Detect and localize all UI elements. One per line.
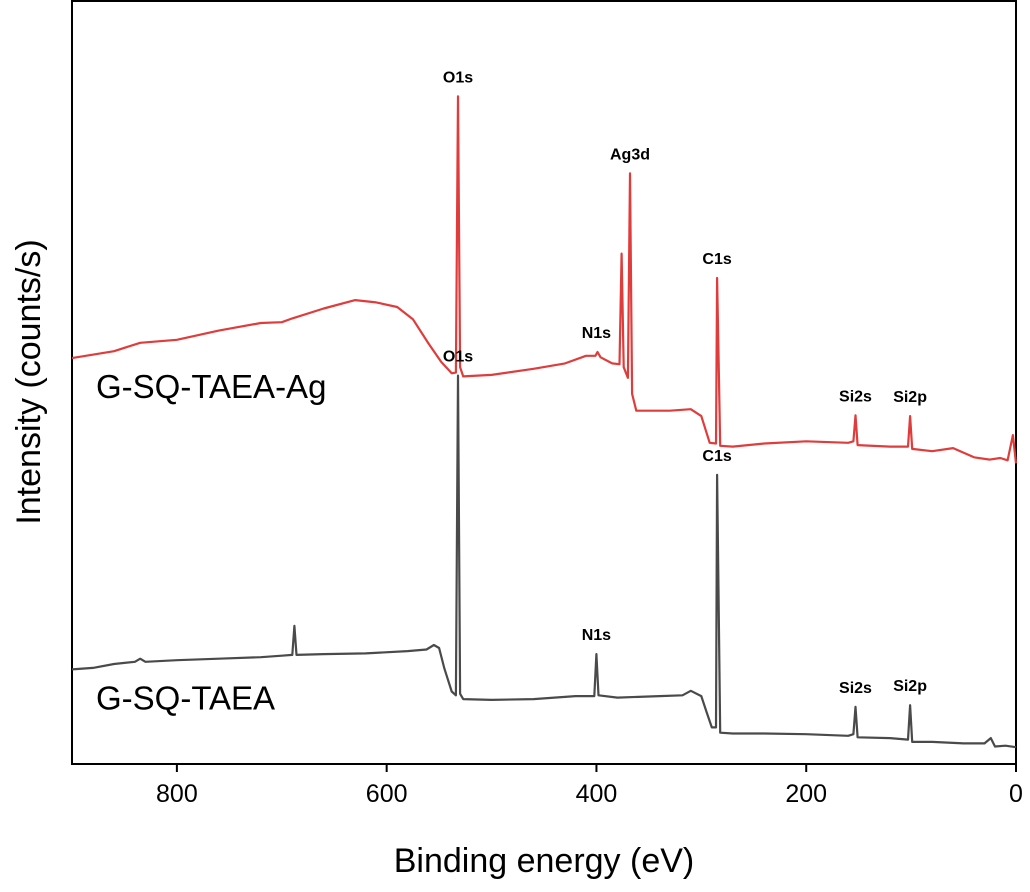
peak-label-o1s-0: O1s [443,69,473,86]
peak-label-n1s-1: N1s [582,627,611,644]
peak-label-c1s-1: C1s [702,448,731,465]
peak-label-o1s-1: O1s [443,349,473,366]
x-axis-title: Binding energy (eV) [394,842,695,880]
peak-label-c1s-0: C1s [702,251,731,268]
plot-frame [71,0,1017,765]
x-axis: 800 600 400 200 0 [156,764,1023,808]
series-label-layer: G-SQ-TAEA-Ag G-SQ-TAEA [96,368,326,716]
y-axis-title: Intensity (counts/s) [10,239,48,524]
series-line-1 [71,374,1017,749]
series-label-1: G-SQ-TAEA [96,679,275,716]
peak-label-si2s-1: Si2s [839,680,872,697]
peak-label-si2p-0: Si2p [893,389,927,406]
series-label-0: G-SQ-TAEA-Ag [96,368,326,405]
peak-label-n1s-0: N1s [582,325,611,342]
x-tick-label-600: 600 [366,780,408,808]
peak-label-si2s-0: Si2s [839,388,872,405]
series-layer [71,95,1018,749]
series-line-0 [71,95,1018,464]
x-tick-label-400: 400 [576,780,618,808]
x-tick-label-0: 0 [1009,780,1023,808]
x-tick-label-200: 200 [785,780,827,808]
peak-label-layer: O1s Ag3d C1s N1s Si2s Si2p O1s C1s N1s Si2s Si2p [443,69,927,696]
x-tick-label-800: 800 [156,780,198,808]
peak-label-si2p-1: Si2p [893,678,927,695]
peak-label-ag3d-0: Ag3d [610,146,650,163]
